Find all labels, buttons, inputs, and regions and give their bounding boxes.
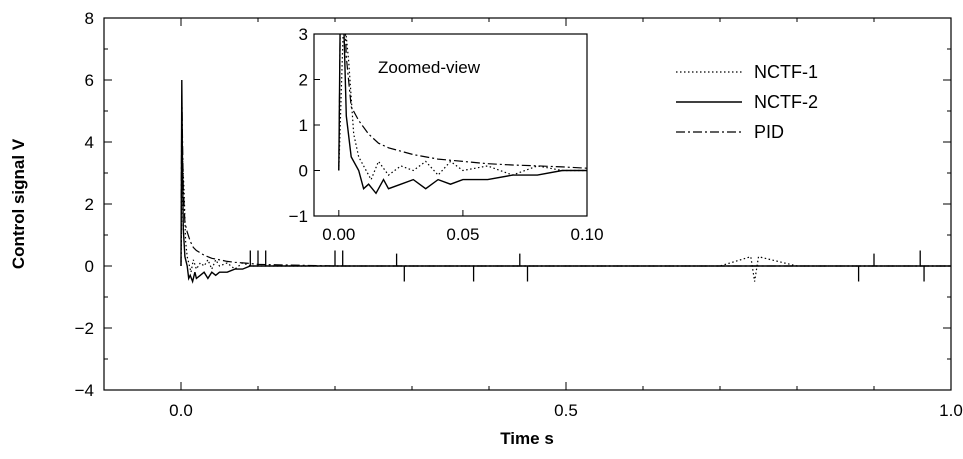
inset-y-tick-label: −1: [289, 207, 308, 226]
inset-series-line-pid: [338, 34, 587, 171]
inset-x-tick-label: 0.00: [322, 225, 355, 244]
inset-series: [338, 34, 587, 195]
x-axis-title: Time s: [500, 429, 554, 448]
inset-series-line-nctf-2: [338, 34, 587, 195]
inset-y-tick-label: 0: [299, 162, 308, 181]
y-tick-label: 8: [85, 9, 94, 28]
inset-plot: 0.00 0.05 0.10 3 2 1 0 −1 Zoomed-view: [289, 25, 604, 244]
x-tick-label: 0.0: [169, 401, 193, 420]
main-series: [180, 79, 951, 284]
y-tick-label: −2: [75, 319, 94, 338]
inset-x-tick-label: 0.05: [446, 225, 479, 244]
legend: NCTF-1 NCTF-2 PID: [676, 62, 818, 142]
y-axis-title: Control signal V: [9, 138, 28, 269]
y-tick-label: 6: [85, 71, 94, 90]
inset-x-tick-label: 0.10: [570, 225, 603, 244]
inset-y-tick-label: 2: [299, 71, 308, 90]
y-tick-label: 0: [85, 257, 94, 276]
main-ticks: 0.0 0.5 1.0 8 6 4 2 0 −2 −4: [75, 9, 963, 420]
inset-ticks: 0.00 0.05 0.10 3 2 1 0 −1: [289, 25, 604, 244]
series-line-nctf-1: [180, 157, 951, 282]
inset-background: [314, 34, 587, 216]
inset-y-tick-label: 3: [299, 25, 308, 44]
main-plot: 0.0 0.5 1.0 8 6 4 2 0 −2 −4 Control signal V Time…: [9, 9, 963, 448]
inset-title: Zoomed-view: [378, 58, 481, 77]
y-tick-label: −4: [75, 381, 94, 400]
legend-label-nctf-2: NCTF-2: [754, 92, 818, 112]
inset-y-tick-label: 1: [299, 116, 308, 135]
y-tick-label: 2: [85, 195, 94, 214]
legend-label-nctf-1: NCTF-1: [754, 62, 818, 82]
legend-label-pid: PID: [754, 122, 784, 142]
x-tick-label: 0.5: [554, 401, 578, 420]
x-tick-label: 1.0: [939, 401, 963, 420]
y-tick-label: 4: [85, 133, 94, 152]
